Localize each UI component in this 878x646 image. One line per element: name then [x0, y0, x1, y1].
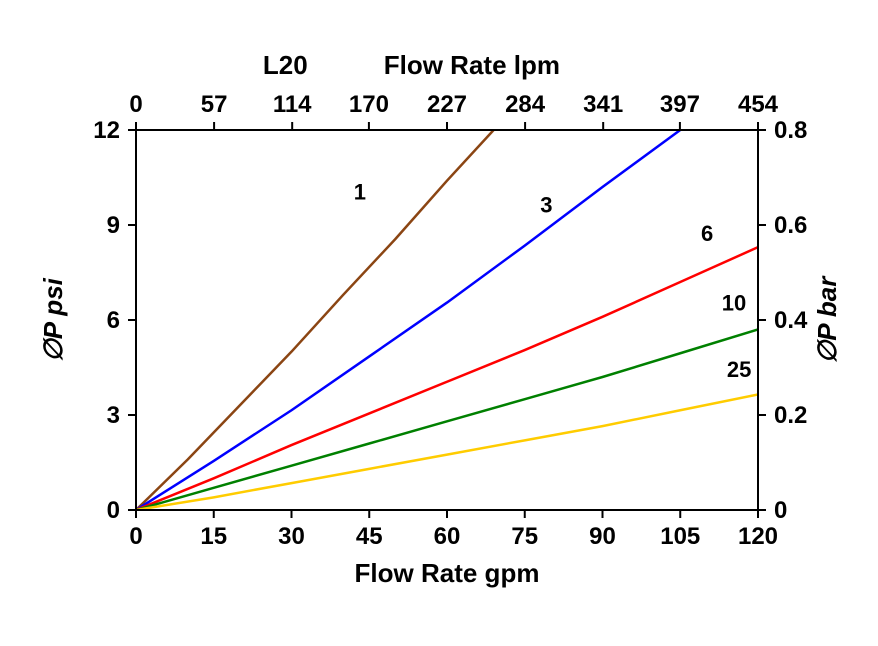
- right-y-tick-label: 0.6: [774, 212, 807, 239]
- left-y-tick-label: 12: [93, 117, 120, 144]
- series-label-10: 10: [722, 291, 746, 316]
- chart-title-prefix: L20: [263, 50, 308, 80]
- series-label-1: 1: [354, 180, 366, 205]
- top-x-tick-label: 284: [505, 91, 546, 118]
- left-y-tick-label: 9: [107, 212, 120, 239]
- bottom-x-tick-label: 60: [434, 523, 461, 550]
- top-x-tick-label: 170: [349, 91, 389, 118]
- top-x-tick-label: 114: [273, 91, 312, 118]
- series-label-3: 3: [540, 192, 552, 217]
- right-y-tick-label: 0.8: [774, 117, 807, 144]
- bottom-x-tick-label: 90: [589, 523, 616, 550]
- top-x-tick-label: 57: [201, 91, 228, 118]
- bottom-x-tick-label: 15: [200, 523, 227, 550]
- top-x-axis-label: Flow Rate lpm: [384, 50, 560, 80]
- left-y-tick-label: 3: [107, 402, 120, 429]
- series-label-25: 25: [727, 357, 751, 382]
- bottom-x-tick-label: 30: [278, 523, 305, 550]
- top-x-tick-label: 0: [129, 91, 142, 118]
- top-x-tick-label: 227: [427, 91, 467, 118]
- top-x-tick-label: 397: [660, 91, 700, 118]
- left-y-tick-label: 6: [107, 307, 120, 334]
- right-y-axis-label: ∅P bar: [812, 275, 842, 364]
- bottom-x-tick-label: 105: [660, 523, 700, 550]
- bottom-x-tick-label: 75: [511, 523, 538, 550]
- left-y-axis-label: ∅P psi: [38, 277, 68, 362]
- right-y-tick-label: 0: [774, 497, 787, 524]
- bottom-x-tick-label: 120: [738, 523, 778, 550]
- top-x-tick-label: 454: [738, 91, 779, 118]
- bottom-x-axis-label: Flow Rate gpm: [355, 558, 540, 588]
- left-y-tick-label: 0: [107, 497, 120, 524]
- right-y-tick-label: 0.4: [774, 307, 808, 334]
- series-label-6: 6: [701, 221, 713, 246]
- right-y-tick-label: 0.2: [774, 402, 807, 429]
- top-x-tick-label: 341: [583, 91, 623, 118]
- bottom-x-tick-label: 0: [129, 523, 142, 550]
- chart-svg: 0153045607590105120Flow Rate gpm05711417…: [0, 0, 878, 646]
- bottom-x-tick-label: 45: [356, 523, 383, 550]
- pressure-flow-chart: 0153045607590105120Flow Rate gpm05711417…: [0, 0, 878, 646]
